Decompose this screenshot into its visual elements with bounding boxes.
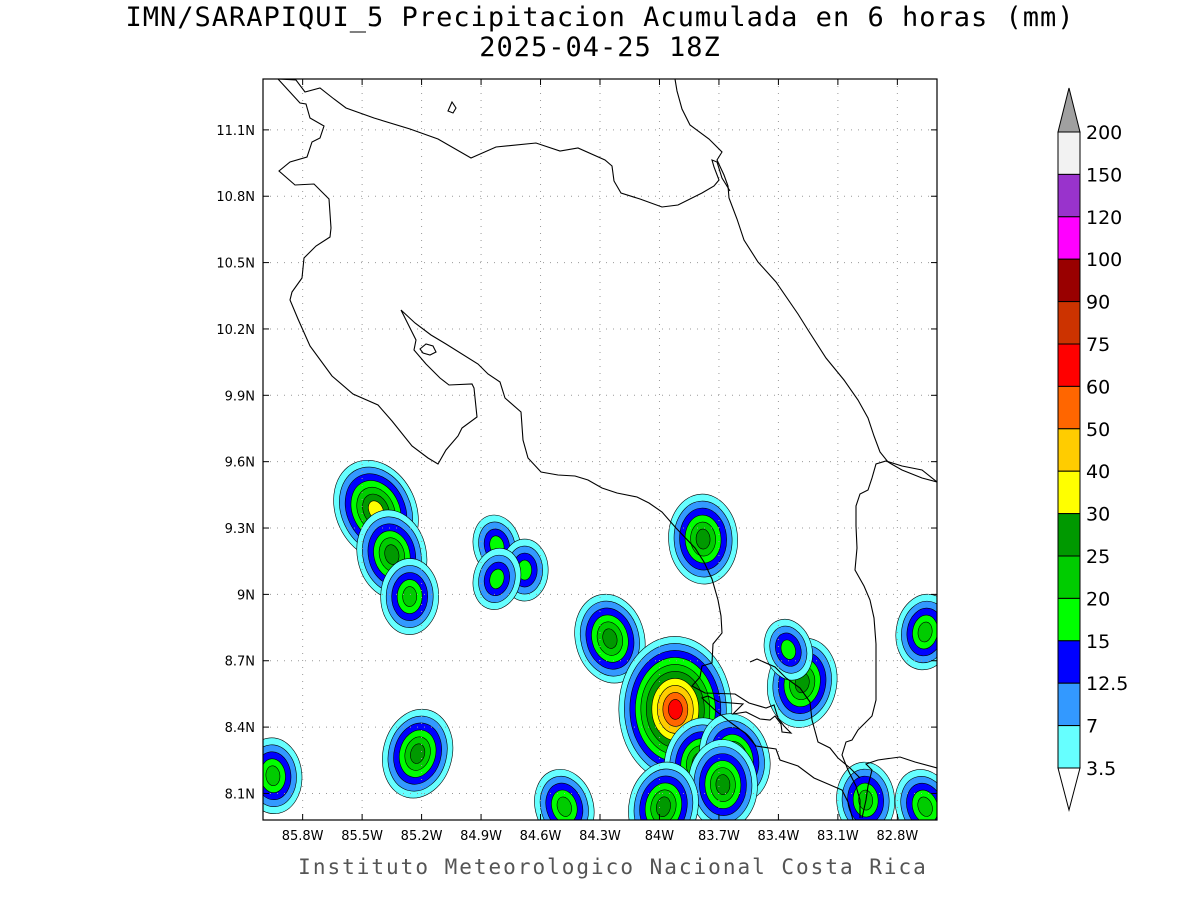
colorbar-label: 25 [1086, 546, 1110, 568]
precip-contour [695, 528, 711, 550]
colorbar-label: 12.5 [1086, 673, 1128, 695]
lake-nicaragua-island [447, 100, 457, 114]
precip-contour [265, 765, 281, 787]
colorbar-label: 200 [1086, 122, 1122, 144]
colorbar: 200 150 120 100 90 75 60 50 40 30 25 20 15 12.5 7 3.5 [1057, 87, 1128, 812]
lat-tick-label: 10.2N [216, 323, 255, 338]
lat-tick-label: 8.1N [225, 787, 255, 802]
precip-cell [895, 593, 937, 671]
colorbar-label: 30 [1086, 504, 1110, 526]
lat-tick-label: 10.8N [216, 190, 255, 205]
precip-contour [917, 621, 933, 643]
precipitation-field [263, 459, 937, 820]
colorbar-box [1057, 131, 1081, 175]
lat-tick-label: 9.3N [225, 522, 255, 537]
precip-cell [263, 737, 303, 815]
colorbar-box [1057, 555, 1081, 599]
colorbar-box [1057, 725, 1081, 769]
colorbar-min-triangle [1057, 767, 1081, 812]
lon-tick-label: 82.8W [876, 829, 918, 844]
map-subtitle-datetime: 2025-04-25 18Z [479, 32, 721, 63]
colorbar-box [1057, 343, 1081, 387]
colorbar-box [1057, 513, 1081, 557]
precip-contour [668, 699, 683, 720]
precip-contour [556, 796, 572, 817]
colorbar-label: 40 [1086, 461, 1110, 483]
lon-tick-label: 84.3W [579, 829, 621, 844]
lon-tick-label: 83.1W [817, 829, 859, 844]
lon-tick-label: 84W [645, 829, 675, 844]
precip-cell [668, 493, 738, 585]
lon-tick-label: 84.9W [460, 829, 502, 844]
panama-border [841, 460, 937, 818]
colorbar-max-triangle [1057, 87, 1081, 133]
lat-tick-label: 8.7N [225, 655, 255, 670]
colorbar-box [1057, 173, 1081, 218]
colorbar-label: 90 [1086, 292, 1110, 314]
pacific-coastline [277, 79, 854, 820]
credit-footer: Instituto Meteorologico Nacional Costa R… [298, 855, 928, 879]
lat-tick-label: 8.4N [225, 721, 255, 736]
lon-tick-label: 83.7W [698, 829, 740, 844]
lat-tick-label: 9.6N [225, 456, 255, 471]
lon-tick-label: 85.8W [282, 829, 324, 844]
map-title: IMN/SARAPIQUI_5 Precipitacion Acumulada … [125, 2, 1075, 33]
colorbar-label: 75 [1086, 334, 1110, 356]
nicaragua-border [277, 79, 731, 208]
precip-contour [656, 796, 671, 817]
plot-frame [262, 78, 938, 821]
precip-contour [489, 568, 505, 590]
precip-cell [380, 558, 439, 635]
precip-contour [602, 628, 618, 649]
burica-border [861, 756, 937, 819]
colorbar-label: 60 [1086, 376, 1110, 398]
colorbar-box [1057, 216, 1081, 260]
caribbean-coastline [674, 79, 937, 483]
colorbar-label: 15 [1086, 631, 1110, 653]
lat-tick-label: 9.9N [225, 389, 255, 404]
colorbar-label: 150 [1086, 164, 1122, 186]
osa-golfo-dulce-coast [749, 658, 861, 779]
precip-cell [688, 739, 758, 820]
colorbar-label: 100 [1086, 249, 1122, 271]
precip-contour [402, 586, 417, 607]
colorbar-label: 120 [1086, 207, 1122, 229]
graticule [263, 79, 937, 820]
colorbar-label: 50 [1086, 419, 1110, 441]
colorbar-box [1057, 470, 1081, 515]
colorbar-box [1057, 385, 1081, 430]
precip-cell [382, 708, 454, 799]
colorbar-box [1057, 258, 1081, 303]
colorbar-box [1057, 682, 1081, 727]
precip-cell [628, 761, 699, 820]
colorbar-box [1057, 428, 1081, 472]
precip-contour [917, 796, 933, 817]
colorbar-box [1057, 301, 1081, 345]
map-axes: 11.1N 10.8N 10.5N 10.2N 9.9N 9.6N 9.3N 9N 8.7N 8.… [216, 79, 937, 844]
lon-tick-label: 85.2W [401, 829, 443, 844]
chira-island [419, 343, 437, 356]
colorbar-box [1057, 640, 1081, 684]
lon-tick-label: 83.4W [758, 829, 800, 844]
lat-tick-label: 11.1N [216, 124, 255, 139]
coastline-borders [277, 79, 937, 820]
lat-tick-label: 9N [237, 588, 255, 603]
precip-cell [763, 618, 813, 681]
lon-tick-label: 85.5W [341, 829, 383, 844]
colorbar-label: 3.5 [1086, 758, 1116, 780]
precip-contour [384, 544, 400, 565]
colorbar-box [1057, 597, 1081, 642]
lon-tick-label: 84.6W [520, 829, 562, 844]
lat-tick-label: 10.5N [216, 257, 255, 272]
colorbar-label: 20 [1086, 588, 1110, 610]
precip-cell [534, 769, 595, 820]
precip-cell [894, 769, 937, 820]
precip-contour [780, 639, 796, 660]
colorbar-label: 7 [1086, 716, 1098, 738]
